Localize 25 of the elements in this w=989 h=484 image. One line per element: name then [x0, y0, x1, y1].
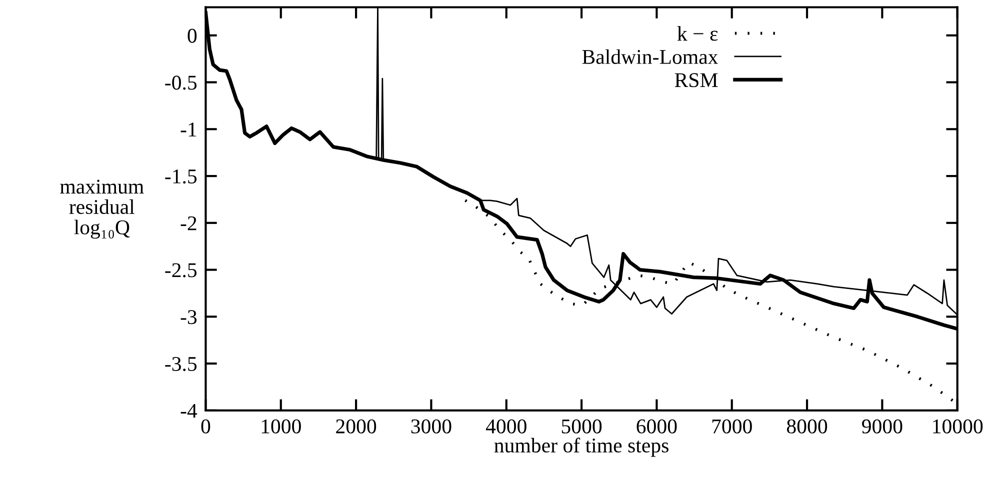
legend-label: k − ε — [677, 26, 718, 41]
x-tick-label: 6000 — [636, 419, 677, 434]
y-tick-label: 0 — [188, 28, 197, 43]
y-tick-label: -1.5 — [165, 170, 197, 184]
x-tick-label: 8000 — [786, 419, 828, 434]
y-tick-label: -2 — [180, 216, 196, 230]
y-tick-label: -3.5 — [165, 356, 197, 372]
y-tick-label: -3 — [180, 310, 197, 324]
x-axis-title: number of time steps — [494, 438, 668, 457]
y-tick-label: -2.5 — [165, 263, 197, 278]
y-axis-title: maximum residual log₁₀Q — [60, 180, 144, 239]
x-tick-label: 4000 — [486, 419, 526, 434]
x-tick-label: 3000 — [411, 419, 452, 434]
legend-label: RSM — [674, 73, 718, 88]
x-tick-label: 1000 — [262, 419, 301, 434]
x-tick-label: 2000 — [336, 419, 376, 434]
x-tick-label: 9000 — [862, 419, 902, 434]
y-tick-label: -1 — [180, 122, 196, 136]
x-tick-label: 5000 — [562, 419, 602, 434]
legend-label: Baldwin-Lomax — [582, 49, 718, 64]
y-tick-label: -4 — [180, 404, 198, 418]
x-tick-label: 10000 — [933, 419, 983, 434]
x-tick-label: 7000 — [712, 419, 752, 434]
y-tick-label: -0.5 — [165, 76, 197, 90]
x-tick-label: 0 — [201, 419, 210, 434]
